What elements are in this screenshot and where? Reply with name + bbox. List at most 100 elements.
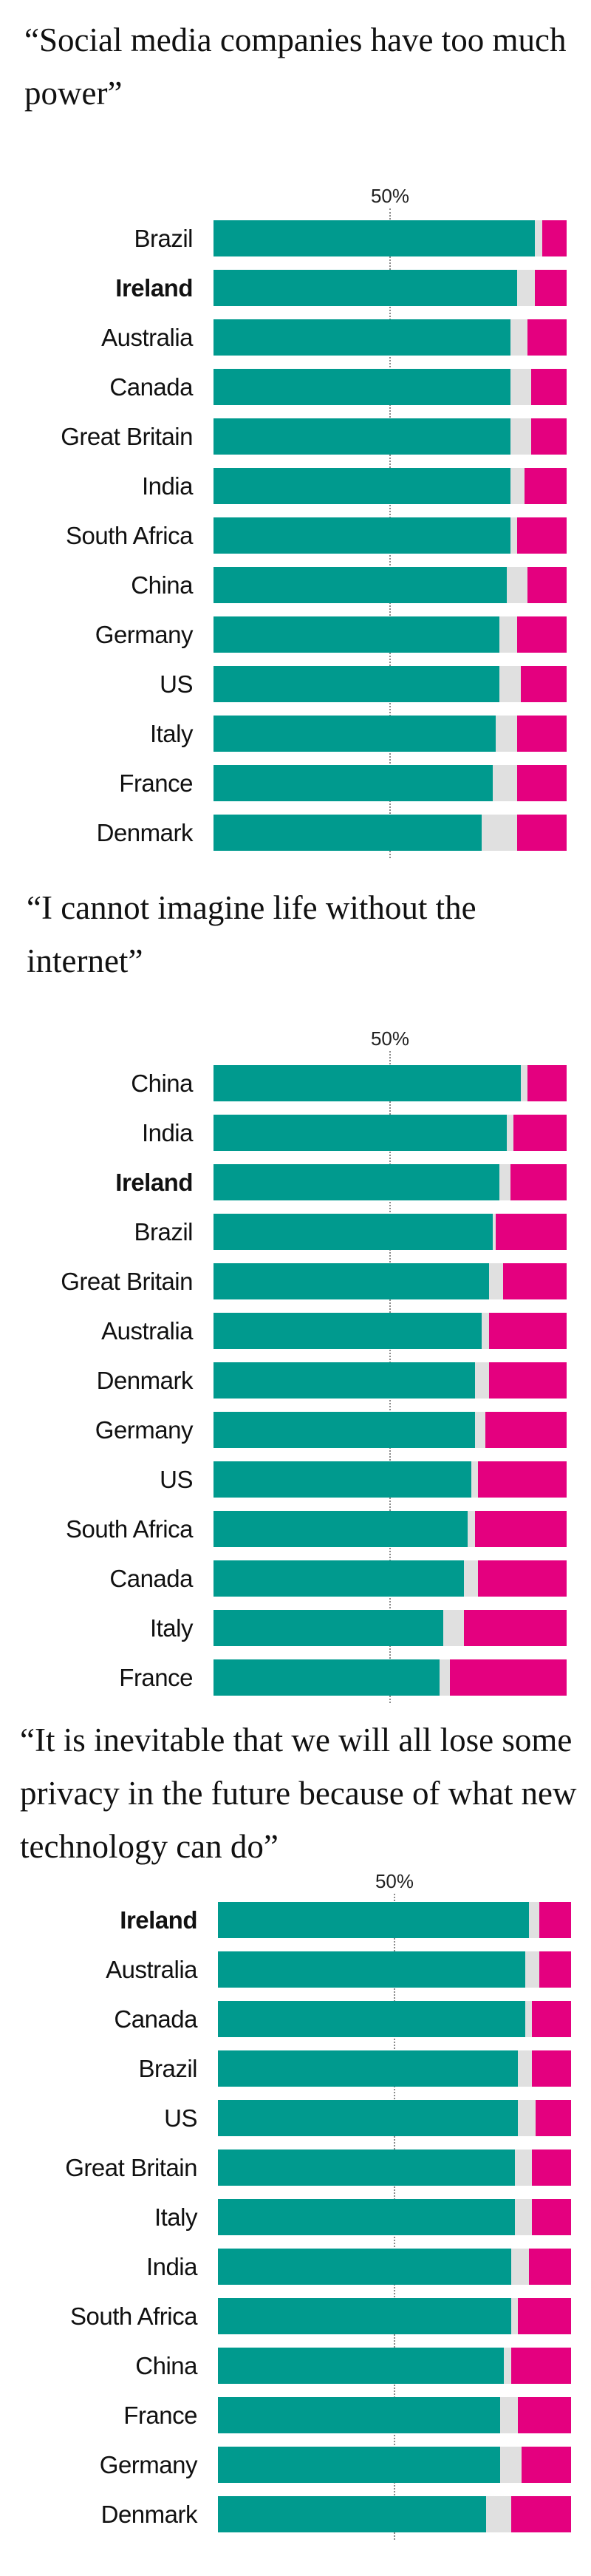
chart-title: “Social media companies have too much po…: [24, 21, 567, 112]
bar-segment-disagree: [510, 2496, 571, 2532]
bar-segment-agree: [218, 1902, 529, 1938]
bar-segment-agree: [213, 1115, 507, 1151]
bar-segment-agree: [213, 716, 496, 752]
bar-segment-neither: [520, 1065, 528, 1101]
bar-segment-disagree: [531, 418, 567, 455]
stacked-bar: [213, 1313, 567, 1349]
bar-segment-agree: [218, 2397, 501, 2433]
bar-row: South Africa: [0, 1511, 591, 1547]
stacked-bar: [213, 1115, 567, 1151]
stacked-bar: [218, 2348, 571, 2384]
bar-row: US: [0, 2100, 591, 2136]
bar-segment-neither: [500, 2397, 519, 2433]
bar-segment-neither: [500, 2447, 522, 2483]
bar-row: Ireland: [0, 1164, 591, 1200]
bar-segment-neither: [486, 2496, 511, 2532]
bar-segment-neither: [506, 567, 528, 603]
bar-segment-disagree: [532, 2050, 571, 2087]
bar-segment-neither: [518, 2050, 533, 2087]
tick-label-50: 50%: [375, 1870, 414, 1892]
bar-segment-neither: [482, 815, 518, 851]
category-label: South Africa: [66, 1515, 193, 1543]
category-label: Germany: [99, 2451, 198, 2478]
category-label: Germany: [95, 1416, 194, 1444]
bar-row: Australia: [0, 1951, 591, 1988]
category-label: Ireland: [115, 1169, 193, 1196]
category-label: France: [119, 1664, 193, 1691]
bar-segment-disagree: [518, 2298, 571, 2334]
bar-row: Australia: [0, 1313, 591, 1349]
bar-row: Great Britain: [0, 2150, 591, 2186]
bar-row: South Africa: [0, 2298, 591, 2334]
bar-segment-neither: [528, 1902, 539, 1938]
bar-row: Italy: [0, 2199, 591, 2235]
bar-segment-agree: [213, 1659, 440, 1696]
bar-segment-agree: [218, 2249, 511, 2285]
bar-row: Germany: [0, 2447, 591, 2483]
bar-segment-neither: [499, 1164, 510, 1200]
stacked-bar: [213, 1164, 567, 1200]
bar-segment-disagree: [522, 2447, 571, 2483]
stacked-bar: [213, 1263, 567, 1299]
bar-segment-disagree: [517, 765, 567, 801]
bar-segment-agree: [213, 616, 500, 653]
bar-segment-neither: [517, 270, 535, 306]
bar-row: Germany: [0, 1412, 591, 1448]
bar-segment-neither: [504, 2348, 511, 2384]
stacked-bar: [213, 1412, 567, 1448]
stacked-bar: [213, 1659, 567, 1696]
stacked-bar: [218, 1951, 571, 1988]
bar-segment-agree: [218, 2150, 515, 2186]
category-label: Denmark: [100, 2501, 198, 2528]
bar-segment-agree: [218, 2050, 519, 2087]
bar-segment-neither: [518, 2100, 536, 2136]
bar-segment-disagree: [542, 220, 567, 256]
bar-segment-disagree: [539, 1902, 571, 1938]
bar-segment-agree: [218, 2447, 501, 2483]
stacked-bar: [213, 716, 567, 752]
bar-segment-disagree: [478, 1560, 567, 1597]
stacked-bar: [213, 1065, 567, 1101]
bar-segment-disagree: [517, 517, 567, 554]
bar-row: Great Britain: [0, 418, 591, 455]
bar-segment-disagree: [485, 1412, 567, 1448]
stacked-bar: [218, 2447, 571, 2483]
stacked-bar: [218, 1902, 571, 1938]
bar-segment-neither: [514, 2199, 533, 2235]
category-label: Great Britain: [65, 2154, 197, 2181]
bar-row: Great Britain: [0, 1263, 591, 1299]
bar-segment-neither: [510, 418, 532, 455]
bar-row: Brazil: [0, 220, 591, 256]
stacked-bar: [218, 2298, 571, 2334]
bar-segment-disagree: [502, 1263, 567, 1299]
bar-row: Brazil: [0, 1214, 591, 1250]
bar-segment-agree: [213, 1560, 465, 1597]
bar-segment-agree: [213, 1610, 443, 1646]
category-label: China: [131, 1070, 193, 1097]
bar-segment-agree: [213, 418, 510, 455]
bar-segment-disagree: [527, 567, 567, 603]
bar-row: France: [0, 1659, 591, 1696]
category-label: Denmark: [96, 819, 194, 846]
category-label: Australia: [106, 1956, 197, 1983]
bar-segment-neither: [443, 1610, 465, 1646]
stacked-bar: [218, 2249, 571, 2285]
category-label: Italy: [154, 2203, 198, 2231]
bar-segment-neither: [464, 1560, 479, 1597]
bar-row: India: [0, 468, 591, 504]
category-label: Italy: [149, 720, 194, 747]
tick-label-50: 50%: [370, 185, 410, 207]
bar-segment-disagree: [520, 666, 567, 702]
stacked-bar: [213, 319, 567, 356]
category-label: Brazil: [134, 1218, 193, 1245]
stacked-bar: [218, 2199, 571, 2235]
bar-segment-agree: [213, 1214, 493, 1250]
bar-segment-neither: [510, 2249, 529, 2285]
bar-segment-disagree: [478, 1461, 567, 1498]
bar-segment-agree: [213, 270, 518, 306]
bar-row: Germany: [0, 616, 591, 653]
bar-segment-agree: [218, 1951, 525, 1988]
stacked-bar: [213, 468, 567, 504]
bar-segment-agree: [218, 2496, 487, 2532]
bar-segment-neither: [471, 1461, 479, 1498]
